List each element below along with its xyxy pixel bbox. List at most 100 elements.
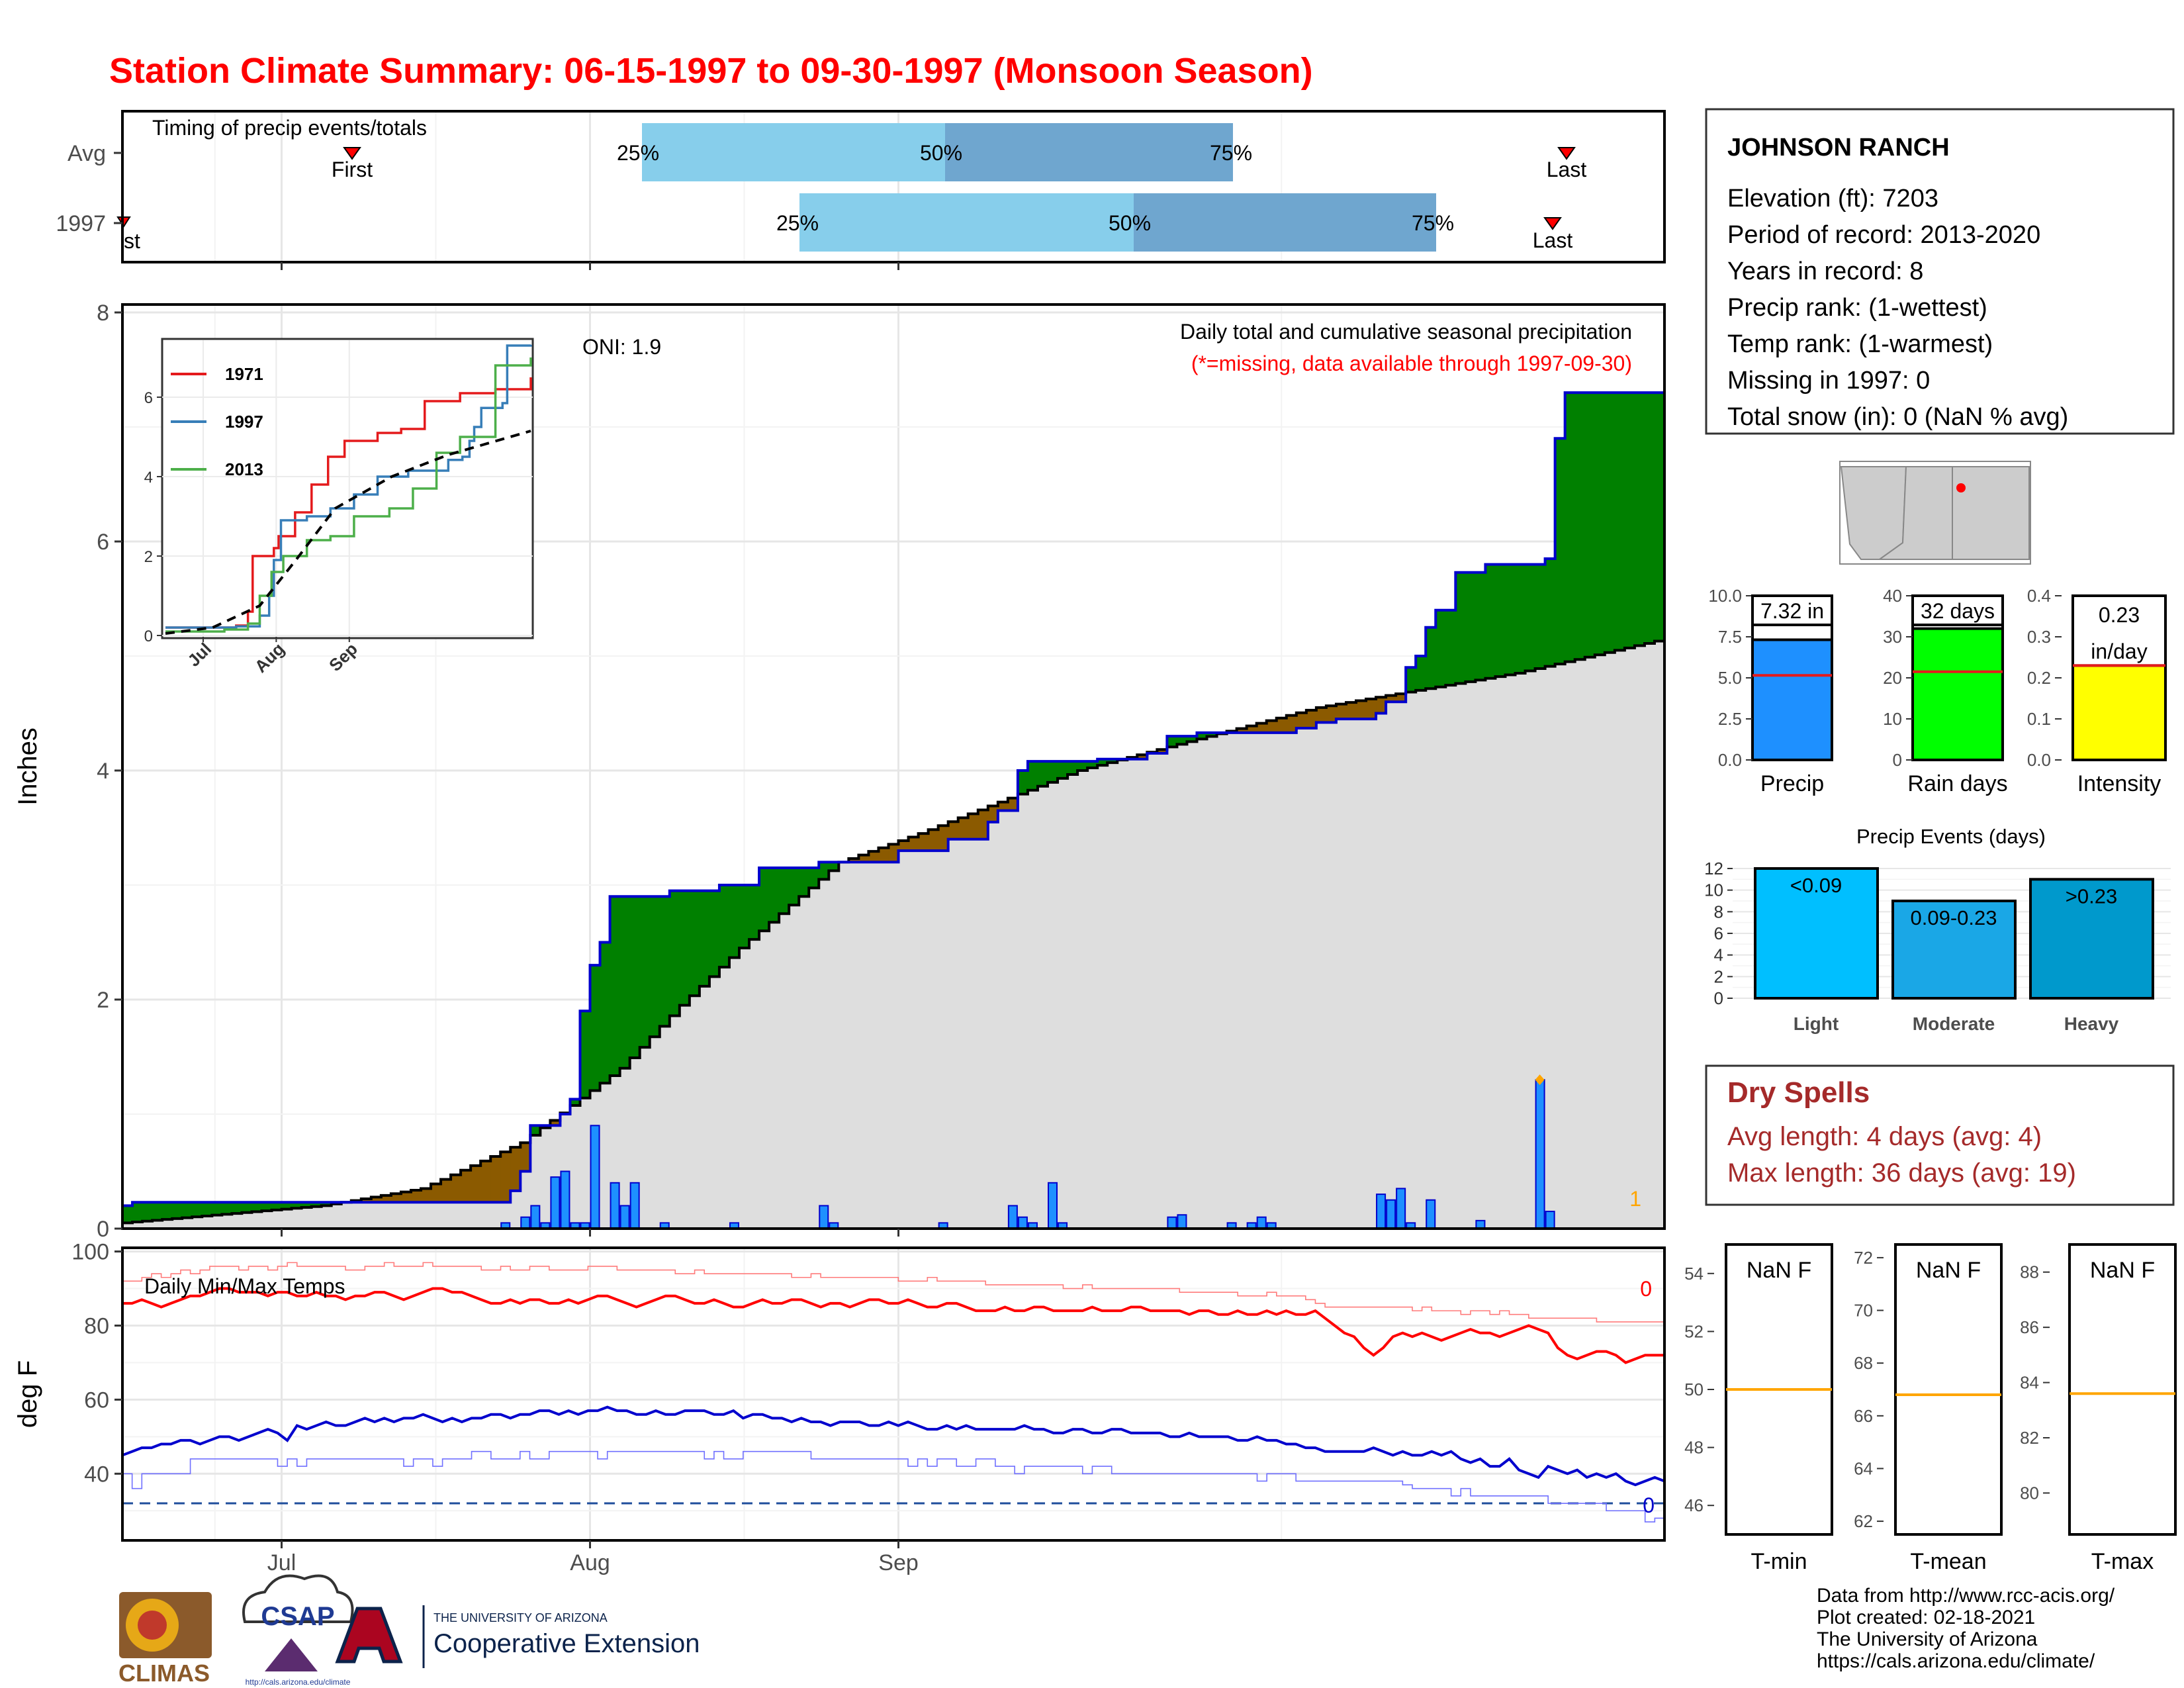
- precip-y-tick-label: 0: [97, 1217, 109, 1242]
- below-average-segment: [1276, 718, 1287, 733]
- below-average-segment: [918, 833, 929, 851]
- station-detail-line: Period of record: 2013-2020: [1727, 221, 2040, 249]
- above-average-segment: [1187, 736, 1198, 742]
- dry-spells-box: Dry Spells Avg length: 4 days (avg: 4) M…: [1705, 1064, 2175, 1206]
- above-average-segment: [172, 1202, 183, 1219]
- below-average-segment: [908, 837, 919, 851]
- avg-first-marker: [343, 147, 361, 160]
- temp-summary-y-tick-label: 86: [2020, 1317, 2039, 1337]
- dry-spells-border: [1705, 1064, 2175, 1206]
- summary-y-tick-label: 7.5: [1718, 627, 1742, 647]
- above-average-segment: [649, 896, 660, 1037]
- precip-y-axis: 0 2 4 6 8: [97, 301, 900, 1242]
- station-info-border: [1705, 108, 2175, 435]
- temperature-x-axis: Jul Aug Sep: [267, 1540, 919, 1575]
- summary-y-tick-label: 5.0: [1718, 668, 1742, 688]
- temp-y-tick-label: 80: [84, 1313, 109, 1338]
- temp-summary-y-tick-label: 80: [2020, 1483, 2039, 1503]
- summary-value-number: 0.23: [2099, 603, 2140, 627]
- tmin-missing-count: 0: [1643, 1493, 1655, 1517]
- daily-precip-bar: [819, 1205, 829, 1230]
- above-average-segment: [1426, 627, 1436, 689]
- below-average-segment: [1336, 704, 1347, 720]
- above-average-segment: [1416, 656, 1426, 690]
- temp-summary-value: NaN F: [2090, 1258, 2155, 1283]
- year-p75-label: 75%: [1412, 211, 1454, 235]
- above-average-segment: [1206, 732, 1218, 737]
- precip-y-tick-label: 6: [97, 530, 109, 555]
- below-average-segment: [978, 810, 989, 839]
- dry-spells-max-length: Max length: 36 days (avg: 19): [1727, 1158, 2076, 1188]
- summary-y-tick-label: 20: [1883, 668, 1902, 688]
- avg-p25-label: 25%: [617, 141, 659, 165]
- temp-summary-y-tick-label: 88: [2020, 1262, 2039, 1282]
- timing-panel-border: [121, 110, 1666, 263]
- above-average-segment: [769, 868, 780, 923]
- precip-event-bar: [1754, 867, 1879, 1000]
- above-average-segment: [142, 1202, 153, 1221]
- above-average-segment: [530, 1125, 541, 1136]
- above-average-segment: [779, 868, 790, 914]
- below-average-segment: [1386, 695, 1396, 702]
- temp-summary-y-tick-label: 50: [1684, 1380, 1704, 1399]
- footer-line: The University of Arizona: [1817, 1628, 2038, 1650]
- above-average-segment: [739, 885, 750, 949]
- summary-y-tick-label: 10: [1883, 709, 1902, 729]
- below-average-segment: [471, 1165, 481, 1203]
- below-average-segment: [1007, 798, 1019, 811]
- summary-label: Rain days: [1907, 771, 2007, 796]
- year-p25-label: 25%: [776, 211, 819, 235]
- inset-gridlines: [162, 340, 533, 637]
- below-average-segment: [997, 802, 1009, 811]
- above-average-segment: [1654, 393, 1665, 641]
- departure-fill: [122, 393, 1665, 1223]
- above-average-segment: [1594, 393, 1606, 655]
- footer-line: https://cals.arizona.edu/climate/: [1817, 1650, 2095, 1672]
- below-average-segment: [420, 1188, 432, 1203]
- station-detail-line: Temp rank: (1-warmest): [1727, 330, 1993, 358]
- above-average-segment: [212, 1202, 222, 1215]
- csap-logo-url: http://cals.arizona.edu/climate: [246, 1677, 351, 1687]
- below-average-segment: [938, 825, 949, 851]
- summary-y-tick-label: 0.4: [2027, 586, 2051, 606]
- station-detail-lines: Elevation (ft): 7203 Period of record: 20…: [1727, 185, 2068, 431]
- above-average-segment: [261, 1202, 273, 1211]
- summary-y-tick-label: 2.5: [1718, 709, 1742, 729]
- above-average-segment: [1515, 564, 1526, 673]
- temp-y-tick-label: 60: [84, 1387, 109, 1413]
- observed-cumulative-line: [122, 390, 1666, 1207]
- temp-y-tick-label: 100: [71, 1240, 109, 1265]
- below-average-segment: [480, 1160, 491, 1203]
- year-p50-p75-bar: [1134, 193, 1436, 252]
- below-average-segment: [958, 818, 969, 839]
- footer: Data from http://www.rcc-acis.org/Plot c…: [118, 1574, 2115, 1687]
- summary-y-tick-label: 0.3: [2027, 627, 2051, 647]
- below-average-segment: [858, 855, 870, 863]
- above-average-segment: [1644, 393, 1655, 643]
- summary-y-tick-label: 0: [1893, 750, 1902, 770]
- above-average-segment: [1485, 564, 1496, 679]
- precip-panel: 1 Daily total and cumulative seasonal pr…: [13, 301, 1666, 1242]
- row-label-avg: Avg: [68, 141, 106, 166]
- inset-background: [161, 338, 534, 639]
- inset-legend: 1971 1997 2013: [171, 364, 263, 479]
- above-average-segment: [1406, 667, 1416, 692]
- above-average-segment: [600, 942, 611, 1084]
- footer-credits: Data from http://www.rcc-acis.org/Plot c…: [1817, 1585, 2115, 1672]
- temp-summary-label: T-min: [1751, 1549, 1807, 1574]
- above-average-segment: [709, 890, 720, 977]
- daily-precip-bar: [610, 1182, 620, 1230]
- above-average-segment: [789, 868, 799, 906]
- above-average-segment: [659, 896, 670, 1027]
- climas-logo: CLIMAS: [118, 1592, 212, 1687]
- precip-events-title: Precip Events (days): [1856, 825, 2046, 848]
- events-y-tick-label: 8: [1714, 902, 1723, 921]
- above-average-segment: [132, 1202, 143, 1223]
- below-average-segment: [948, 821, 959, 839]
- daily-precip-bar: [520, 1216, 531, 1229]
- location-map: [1839, 461, 2031, 565]
- below-average-segment: [1376, 697, 1387, 714]
- above-average-segment: [1574, 393, 1586, 660]
- below-average-segment: [451, 1174, 461, 1203]
